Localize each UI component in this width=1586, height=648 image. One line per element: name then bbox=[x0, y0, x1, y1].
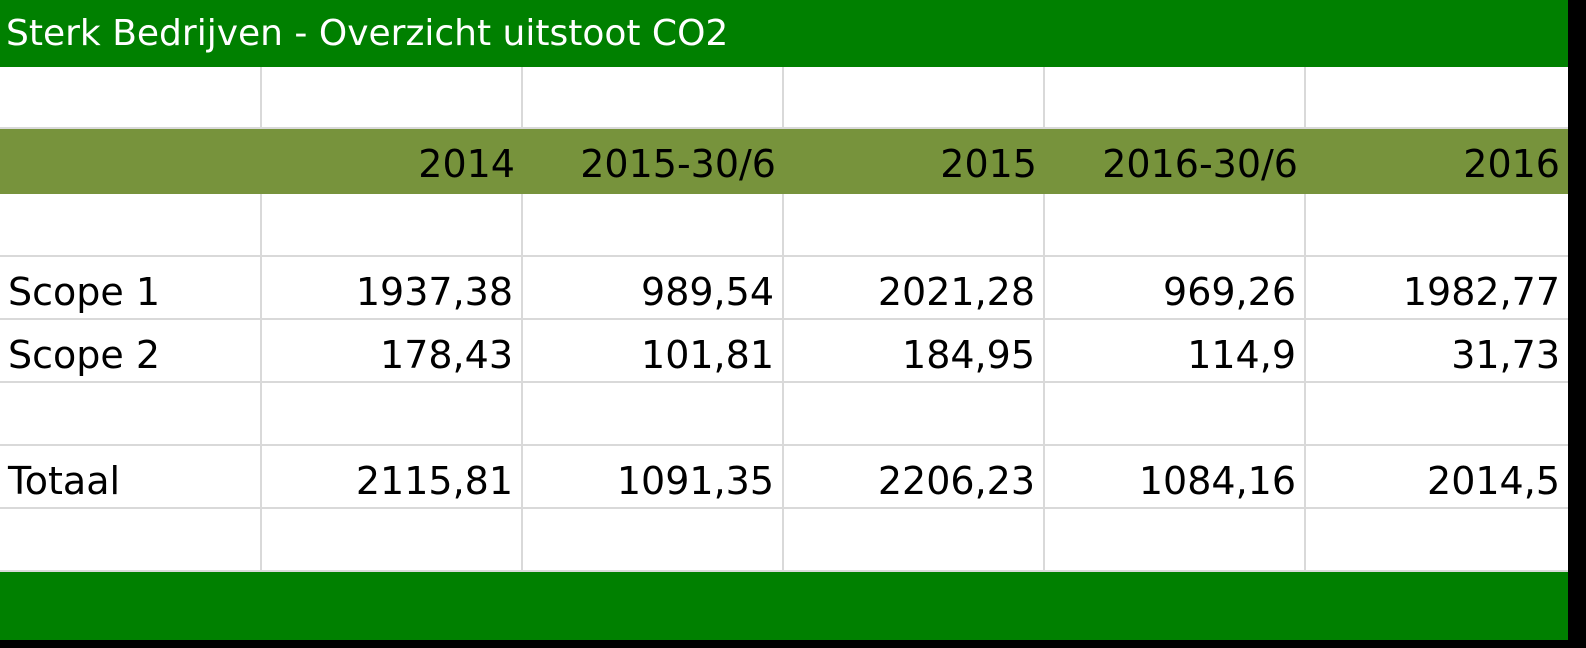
row-label[interactable]: Totaal bbox=[0, 446, 262, 509]
value-cell[interactable]: 184,95 bbox=[784, 320, 1045, 383]
title-bar: Sterk Bedrijven - Overzicht uitstoot CO2 bbox=[0, 0, 1568, 67]
value-cell[interactable]: 989,54 bbox=[523, 257, 784, 320]
header-cell-2016-30-6[interactable]: 2016-30/6 bbox=[1102, 142, 1298, 186]
cell[interactable] bbox=[262, 67, 523, 129]
value-cell[interactable]: 1937,38 bbox=[262, 257, 523, 320]
cell[interactable] bbox=[1045, 67, 1306, 129]
cell[interactable] bbox=[1306, 194, 1568, 257]
cell[interactable] bbox=[784, 67, 1045, 129]
sheet-title[interactable]: Sterk Bedrijven - Overzicht uitstoot CO2 bbox=[6, 13, 729, 54]
cell[interactable] bbox=[0, 194, 262, 257]
cell[interactable] bbox=[1045, 509, 1306, 572]
cell[interactable] bbox=[1306, 67, 1568, 129]
header-cell-2015-30-6[interactable]: 2015-30/6 bbox=[580, 142, 776, 186]
empty-row bbox=[0, 383, 1568, 446]
cell[interactable] bbox=[1045, 194, 1306, 257]
header-cell-2015[interactable]: 2015 bbox=[940, 142, 1037, 186]
value-cell[interactable]: 2021,28 bbox=[784, 257, 1045, 320]
empty-row bbox=[0, 509, 1568, 572]
cell[interactable] bbox=[784, 194, 1045, 257]
cell[interactable] bbox=[0, 509, 262, 572]
table-row-scope-1: Scope 1 1937,38 989,54 2021,28 969,26 19… bbox=[0, 257, 1568, 320]
empty-row bbox=[0, 194, 1568, 257]
value-cell[interactable]: 2115,81 bbox=[262, 446, 523, 509]
value-cell[interactable]: 1091,35 bbox=[523, 446, 784, 509]
cell[interactable] bbox=[1306, 509, 1568, 572]
spreadsheet: Sterk Bedrijven - Overzicht uitstoot CO2… bbox=[0, 0, 1568, 640]
table-row-totaal: Totaal 2115,81 1091,35 2206,23 1084,16 2… bbox=[0, 446, 1568, 509]
value-cell[interactable]: 101,81 bbox=[523, 320, 784, 383]
cell[interactable] bbox=[262, 509, 523, 572]
header-cell-2016[interactable]: 2016 bbox=[1463, 142, 1560, 186]
footer-bar bbox=[0, 572, 1568, 640]
value-cell[interactable]: 114,9 bbox=[1045, 320, 1306, 383]
value-cell[interactable]: 1982,77 bbox=[1306, 257, 1568, 320]
table-row-scope-2: Scope 2 178,43 101,81 184,95 114,9 31,73 bbox=[0, 320, 1568, 383]
value-cell[interactable]: 178,43 bbox=[262, 320, 523, 383]
cell[interactable] bbox=[784, 383, 1045, 446]
cell[interactable] bbox=[784, 509, 1045, 572]
value-cell[interactable]: 2014,5 bbox=[1306, 446, 1568, 509]
cell[interactable] bbox=[523, 509, 784, 572]
value-cell[interactable]: 1084,16 bbox=[1045, 446, 1306, 509]
cell[interactable] bbox=[523, 383, 784, 446]
cell[interactable] bbox=[0, 383, 262, 446]
row-label[interactable]: Scope 1 bbox=[0, 257, 262, 320]
value-cell[interactable]: 969,26 bbox=[1045, 257, 1306, 320]
header-cell[interactable] bbox=[0, 129, 262, 194]
cell[interactable] bbox=[262, 383, 523, 446]
cell[interactable] bbox=[1306, 383, 1568, 446]
value-cell[interactable]: 2206,23 bbox=[784, 446, 1045, 509]
cell[interactable] bbox=[262, 194, 523, 257]
cell[interactable] bbox=[523, 194, 784, 257]
row-label[interactable]: Scope 2 bbox=[0, 320, 262, 383]
empty-row bbox=[0, 67, 1568, 129]
cell[interactable] bbox=[0, 67, 262, 129]
cell[interactable] bbox=[1045, 383, 1306, 446]
header-cell-2014[interactable]: 2014 bbox=[418, 142, 515, 186]
value-cell[interactable]: 31,73 bbox=[1306, 320, 1568, 383]
column-header-row: 2014 2015-30/6 2015 2016-30/6 2016 bbox=[0, 129, 1568, 194]
cell[interactable] bbox=[523, 67, 784, 129]
